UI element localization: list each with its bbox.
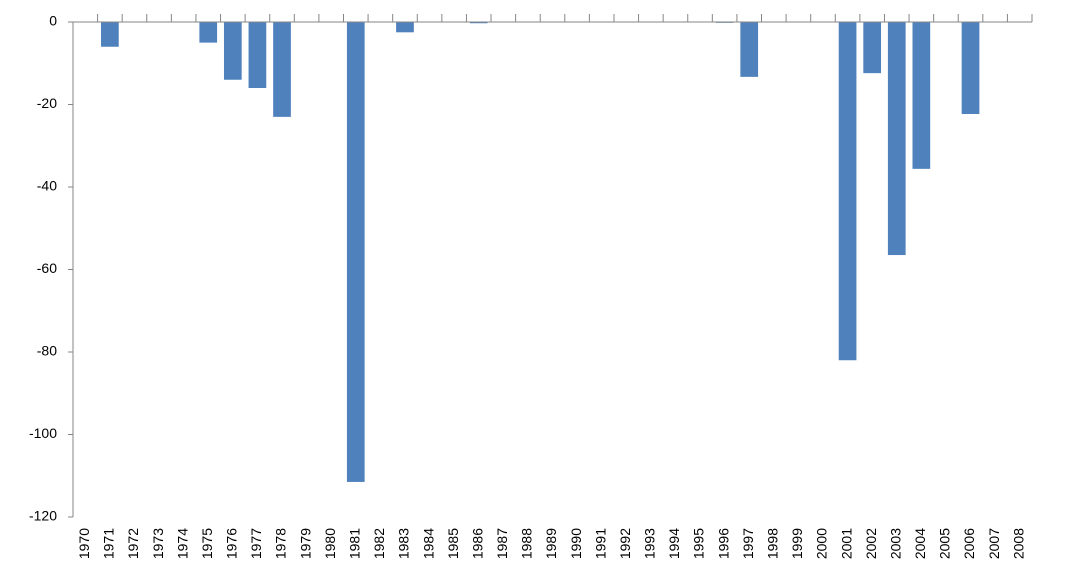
x-tick-label: 1983 (396, 528, 412, 559)
y-tick-label: 0 (49, 13, 57, 29)
x-tick-label: 1984 (420, 528, 436, 559)
x-tick-label: 1997 (740, 528, 756, 559)
x-tick-label: 1977 (248, 528, 264, 559)
x-tick-label: 1973 (150, 528, 166, 559)
x-tick-label: 1995 (691, 528, 707, 559)
x-tick-label: 1993 (642, 528, 658, 559)
x-tick-label: 1974 (174, 528, 190, 559)
y-tick-label: -40 (37, 178, 57, 194)
bar (469, 22, 488, 24)
x-tick-label: 1987 (494, 528, 510, 559)
x-tick-label: 1988 (519, 528, 535, 559)
y-tick-label: -120 (29, 508, 57, 524)
x-tick-label: 2004 (912, 528, 928, 559)
x-tick-label: 2003 (887, 528, 903, 559)
bar (223, 22, 242, 80)
x-tick-label: 1972 (125, 528, 141, 559)
x-tick-label: 1978 (273, 528, 289, 559)
x-tick-label: 1979 (297, 528, 313, 559)
x-tick-label: 1981 (346, 528, 362, 559)
bar (396, 22, 414, 33)
x-tick-label: 1975 (199, 528, 215, 559)
x-tick-label: 1989 (543, 528, 559, 559)
x-tick-label: 1976 (224, 528, 240, 559)
x-tick-label: 2006 (961, 528, 977, 559)
bar (863, 22, 882, 74)
bar (248, 22, 267, 88)
x-tick-label: 2005 (937, 528, 953, 559)
bar (740, 22, 759, 77)
x-tick-label: 1996 (715, 528, 731, 559)
x-tick-label: 1970 (76, 528, 92, 559)
x-tick-label: 1986 (469, 528, 485, 559)
bar (273, 22, 291, 117)
bar (912, 22, 931, 169)
x-tick-label: 1982 (371, 528, 387, 559)
y-tick-label: -80 (37, 343, 57, 359)
x-tick-label: 2007 (986, 528, 1002, 559)
x-tick-label: 1991 (592, 528, 608, 559)
bar (961, 22, 980, 114)
x-tick-label: 1971 (101, 528, 117, 559)
x-tick-label: 1998 (765, 528, 781, 559)
x-tick-label: 1992 (617, 528, 633, 559)
bar (887, 22, 906, 256)
x-tick-label: 2008 (1010, 528, 1026, 559)
y-tick-label: -20 (37, 95, 57, 111)
bar (346, 22, 365, 482)
x-tick-label: 1999 (789, 528, 805, 559)
x-tick-label: 2002 (863, 528, 879, 559)
y-tick-label: -60 (37, 260, 57, 276)
x-tick-label: 1980 (322, 528, 338, 559)
x-tick-label: 1985 (445, 528, 461, 559)
bar (199, 22, 218, 43)
x-tick-label: 2000 (814, 528, 830, 559)
x-tick-label: 2001 (838, 528, 854, 559)
y-tick-label: -100 (29, 425, 57, 441)
x-tick-label: 1994 (666, 528, 682, 559)
bar (101, 22, 119, 47)
x-tick-label: 1990 (568, 528, 584, 559)
bar (838, 22, 857, 361)
